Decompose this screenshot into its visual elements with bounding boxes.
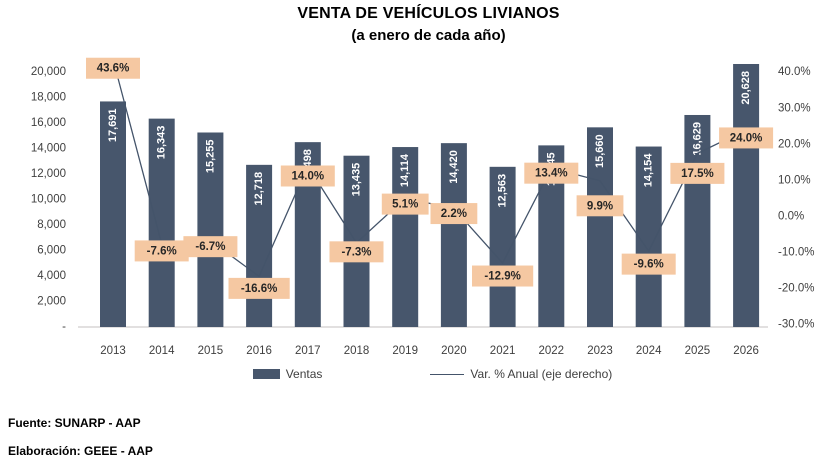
bar-2025 bbox=[684, 114, 711, 327]
bar-2019 bbox=[392, 147, 419, 327]
pct-label-box-2022 bbox=[524, 162, 579, 184]
right-axis-tick: -10.0% bbox=[778, 247, 814, 259]
bar-2014 bbox=[148, 118, 175, 328]
bar-value-2023: 15,660 bbox=[594, 134, 606, 168]
legend-item-variacion: Var. % Anual (eje derecho) bbox=[430, 367, 612, 381]
chart-title: VENTA DE VEHÍCULOS LIVIANOS bbox=[297, 5, 560, 22]
pct-label-2026: 24.0% bbox=[730, 132, 763, 144]
left-axis-tick: 20,000 bbox=[31, 66, 66, 78]
chart-subtitle: (a enero de cada año) bbox=[351, 27, 506, 44]
legend-item-ventas: Ventas bbox=[252, 367, 323, 381]
x-axis-label-2022: 2022 bbox=[539, 345, 565, 357]
bar-2024 bbox=[635, 146, 662, 327]
left-axis-tick: 14,000 bbox=[31, 143, 66, 155]
bar-value-2026: 20,628 bbox=[740, 71, 752, 105]
left-axis-tick: 6,000 bbox=[37, 245, 66, 257]
footer-elaboration: Elaboración: GEEE - AAP bbox=[8, 444, 153, 458]
bar-value-2014: 16,343 bbox=[156, 126, 168, 160]
pct-label-box-2023 bbox=[576, 195, 624, 217]
pct-label-2023: 9.9% bbox=[587, 200, 613, 212]
pct-label-2016: -16.6% bbox=[241, 283, 277, 295]
pct-label-2021: -12.9% bbox=[484, 271, 520, 283]
chart-legend: Ventas Var. % Anual (eje derecho) bbox=[0, 367, 837, 381]
pct-label-box-2015 bbox=[183, 236, 238, 258]
x-axis-label-2017: 2017 bbox=[295, 345, 321, 357]
bar-value-2013: 17,691 bbox=[107, 108, 119, 142]
pct-label-box-2018 bbox=[329, 241, 384, 263]
bar-swatch-icon bbox=[252, 369, 280, 379]
footer-source: Fuente: SUNARP - AAP bbox=[8, 416, 141, 430]
pct-label-box-2020 bbox=[430, 203, 478, 225]
x-axis-label-2021: 2021 bbox=[490, 345, 516, 357]
bar-2023 bbox=[587, 127, 613, 328]
left-axis-tick: 4,000 bbox=[37, 270, 66, 282]
bar-value-2021: 12,563 bbox=[497, 174, 509, 208]
x-axis-label-2020: 2020 bbox=[441, 345, 467, 357]
pct-label-box-2019 bbox=[381, 193, 429, 215]
pct-label-box-2021 bbox=[472, 265, 534, 287]
bar-value-2024: 14,154 bbox=[643, 153, 655, 188]
bar-value-2015: 15,255 bbox=[204, 139, 216, 173]
x-axis-label-2014: 2014 bbox=[149, 345, 175, 357]
x-axis-label-2019: 2019 bbox=[392, 345, 418, 357]
pct-label-box-2024 bbox=[621, 253, 676, 275]
bar-value-2016: 12,718 bbox=[253, 172, 265, 206]
pct-label-box-2014 bbox=[134, 240, 189, 262]
bar-2013 bbox=[100, 101, 126, 327]
pct-label-box-2016 bbox=[228, 277, 290, 299]
pct-label-2024: -9.6% bbox=[634, 259, 664, 271]
bar-2015 bbox=[197, 132, 224, 327]
legend-variacion-label: Var. % Anual (eje derecho) bbox=[470, 367, 613, 381]
pct-label-2013: 43.6% bbox=[97, 63, 130, 75]
left-axis-tick: 8,000 bbox=[37, 219, 66, 231]
pct-label-2014: -7.6% bbox=[147, 245, 177, 257]
pct-label-box-2025 bbox=[670, 162, 725, 184]
pct-label-box-2017 bbox=[280, 165, 335, 187]
right-axis-tick: 0.0% bbox=[778, 211, 804, 223]
bar-2016 bbox=[246, 164, 273, 327]
left-axis-tick: 10,000 bbox=[31, 194, 66, 206]
pct-label-2017: 14.0% bbox=[291, 171, 324, 183]
bar-value-2020: 14,420 bbox=[448, 150, 460, 184]
x-axis-label-2013: 2013 bbox=[100, 345, 126, 357]
pct-label-2019: 5.1% bbox=[392, 199, 418, 211]
x-axis-label-2024: 2024 bbox=[636, 345, 662, 357]
bar-value-2025: 16,629 bbox=[691, 122, 703, 156]
bar-value-2019: 14,114 bbox=[399, 153, 411, 187]
right-axis-tick: 10.0% bbox=[778, 174, 811, 186]
right-axis-tick: -30.0% bbox=[778, 319, 814, 331]
pct-label-box-2026 bbox=[719, 127, 774, 149]
line-swatch-icon bbox=[430, 373, 465, 375]
right-axis-tick: 30.0% bbox=[778, 102, 811, 114]
x-axis-label-2015: 2015 bbox=[198, 345, 224, 357]
left-axis-tick: 16,000 bbox=[31, 117, 66, 129]
x-axis-label-2016: 2016 bbox=[246, 345, 272, 357]
pct-label-2022: 13.4% bbox=[535, 168, 568, 180]
bar-2020 bbox=[440, 143, 467, 327]
chart-plot-area: 20,000 18,000 16,000 14,000 12,000 10,000 8,00… bbox=[31, 57, 814, 357]
pct-label-2020: 2.2% bbox=[441, 208, 467, 220]
x-axis-label-2018: 2018 bbox=[344, 345, 370, 357]
x-axis-label-2026: 2026 bbox=[733, 345, 759, 357]
pct-label-2015: -6.7% bbox=[195, 241, 225, 253]
right-axis-tick: 40.0% bbox=[778, 66, 811, 78]
x-axis-label-2023: 2023 bbox=[587, 345, 613, 357]
pct-label-2025: 17.5% bbox=[681, 168, 714, 180]
right-axis-tick: -20.0% bbox=[778, 283, 814, 295]
left-axis-tick: 12,000 bbox=[31, 168, 66, 180]
bar-value-2018: 13,435 bbox=[351, 163, 363, 197]
right-axis-tick: 20.0% bbox=[778, 138, 811, 150]
left-axis-tick: 2,000 bbox=[37, 296, 66, 308]
x-axis-label-2025: 2025 bbox=[685, 345, 711, 357]
pct-label-2018: -7.3% bbox=[341, 246, 371, 258]
bar-2026 bbox=[733, 63, 760, 327]
left-axis-tick: 18,000 bbox=[31, 92, 66, 104]
pct-label-box-2013 bbox=[86, 57, 140, 79]
left-axis-tick: - bbox=[62, 321, 66, 333]
legend-ventas-label: Ventas bbox=[285, 367, 323, 381]
